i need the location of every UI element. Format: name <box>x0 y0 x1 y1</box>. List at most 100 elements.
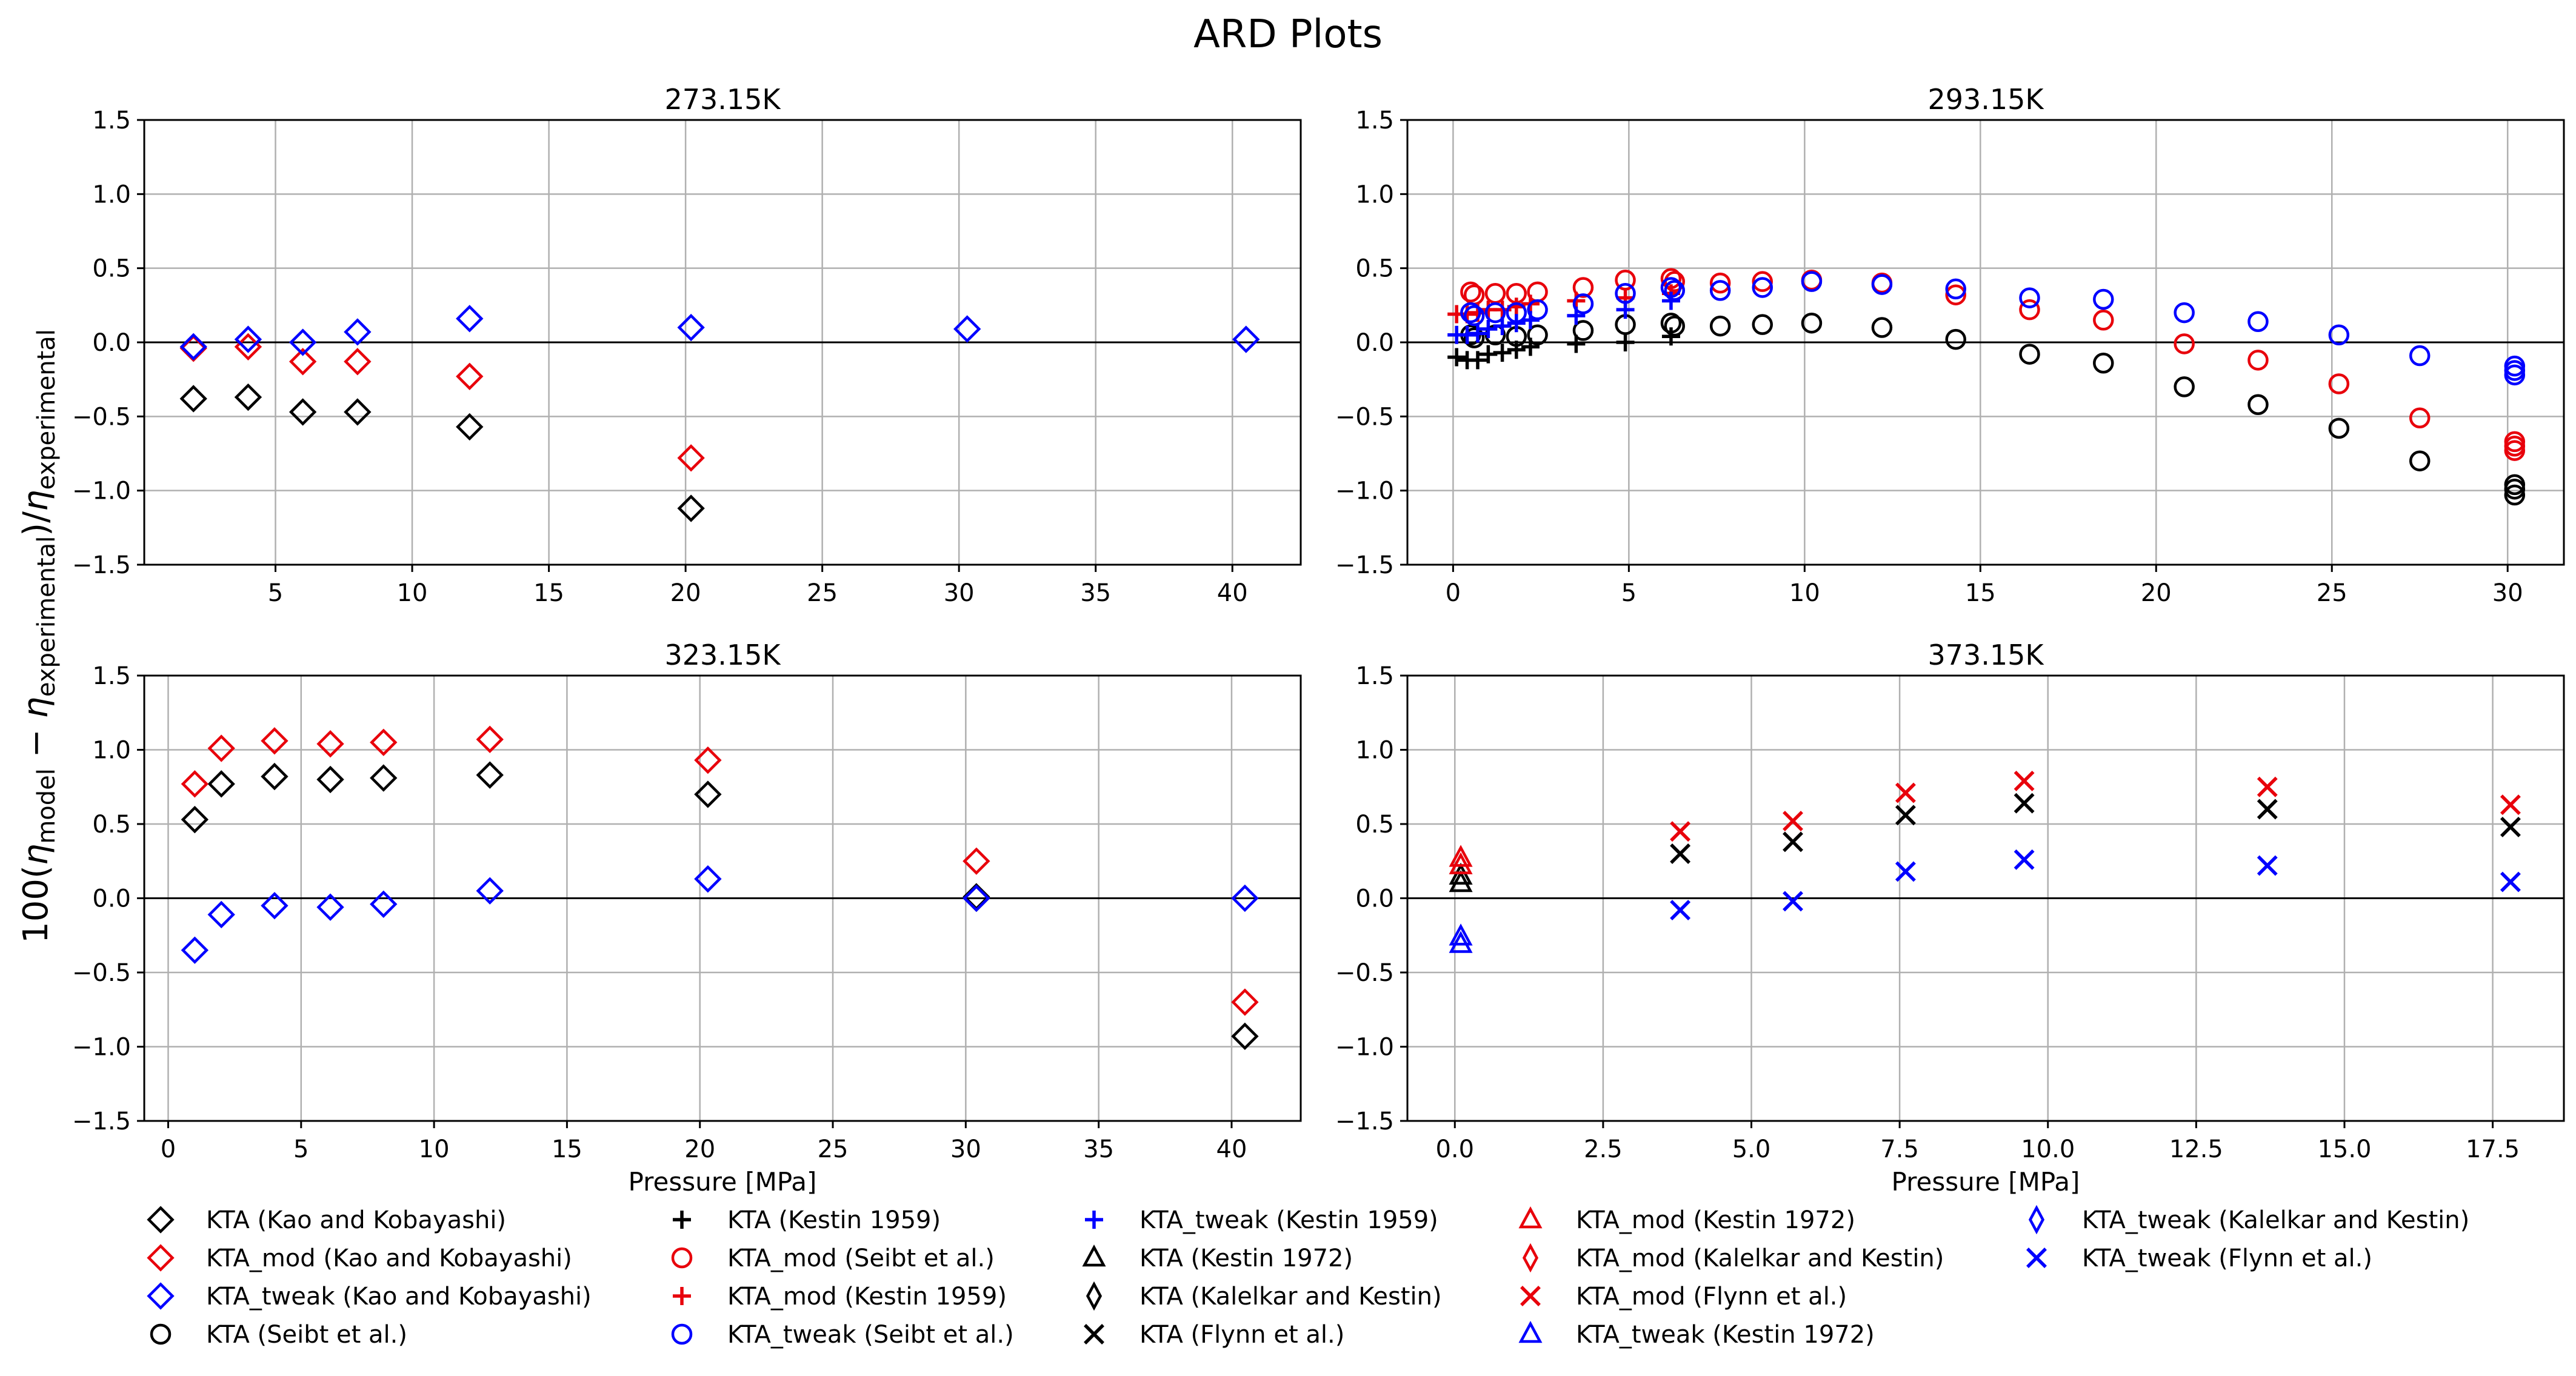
data-point <box>1463 305 1485 327</box>
data-point <box>2014 771 2035 791</box>
y-tick-label: 0.5 <box>92 811 131 839</box>
legend-label: KTA_mod (Kalelkar and Kestin) <box>1576 1245 1944 1272</box>
legend-marker <box>147 1244 175 1272</box>
series-5 <box>1447 291 1680 344</box>
data-point <box>1484 283 1506 304</box>
data-point <box>316 893 344 921</box>
data-point <box>344 398 372 426</box>
y-tick-label: 0.5 <box>1355 255 1394 283</box>
data-point <box>1521 311 1540 330</box>
series-0 <box>179 383 705 522</box>
y-tick-label: 0.0 <box>1355 329 1394 357</box>
subplot-title: 323.15K <box>664 639 781 671</box>
data-point <box>289 328 317 356</box>
legend-label: KTA_mod (Seibt et al.) <box>727 1245 995 1272</box>
legend-label: KTA_tweak (Kao and Kobayashi) <box>206 1283 592 1311</box>
subplot-3: 0 5 10 15 20 25 30 35 40 −1.5 −1.0 −0.5 0.0 0.5 1.0 1.5… <box>72 639 1302 1197</box>
subplot-1: 5 10 15 20 25 30 35 40 −1.5 −1.0 −0.5 0.0 0.5 1.0 1.5 2… <box>72 83 1302 607</box>
subplot-title: 293.15K <box>1927 83 2044 116</box>
legend-label: KTA_mod (Kestin 1959) <box>727 1283 1007 1311</box>
subplot-4: 0.0 2.5 5.0 7.5 10.0 12.5 15.0 17.5 −1.5 −1.0 −0.5… <box>1335 639 2565 1197</box>
data-point <box>963 883 990 911</box>
data-point <box>1661 327 1680 346</box>
y-tick-label: 1.5 <box>92 662 131 690</box>
y-tick-label: −1.5 <box>1335 551 1394 579</box>
x-tick-label: 25 <box>807 579 838 607</box>
legend-marker <box>1084 1324 1104 1344</box>
data-point <box>1449 870 1473 892</box>
legend-entry: KTA_mod (Flynn et al.) <box>1520 1283 1847 1311</box>
data-point <box>2328 373 2350 394</box>
data-point <box>261 727 289 755</box>
data-point <box>2409 450 2431 471</box>
series-0 <box>1449 862 1473 892</box>
legend-entry: KTA (Seibt et al.) <box>150 1321 407 1349</box>
data-point <box>1460 281 1481 303</box>
data-point <box>1616 333 1635 351</box>
data-point <box>2328 417 2350 439</box>
data-point <box>234 333 262 361</box>
data-point <box>1752 271 1773 292</box>
legend-label: KTA (Flynn et al.) <box>1140 1321 1344 1349</box>
data-point <box>1752 314 1773 335</box>
data-point <box>1484 302 1506 324</box>
y-tick-label: 1.5 <box>1355 107 1394 135</box>
y-tick-label: 0.0 <box>1355 885 1394 913</box>
legend-entry: KTA_tweak (Kao and Kobayashi) <box>147 1282 592 1311</box>
x-tick-label: 5 <box>268 579 283 607</box>
data-point <box>207 734 235 762</box>
data-point <box>1945 284 1966 305</box>
x-tick-label: 35 <box>1083 1135 1114 1163</box>
legend-label: KTA (Kestin 1959) <box>727 1206 941 1234</box>
data-point <box>677 444 705 472</box>
series-1 <box>181 725 1259 1016</box>
series-2 <box>181 865 1259 964</box>
y-tick-label: 1.0 <box>1355 181 1394 208</box>
data-point <box>1709 315 1731 337</box>
data-point <box>1567 334 1586 353</box>
data-point <box>1801 312 1823 334</box>
data-point <box>289 348 317 376</box>
data-point <box>1231 884 1259 912</box>
x-tick-label: 15 <box>533 579 564 607</box>
data-point <box>289 398 317 426</box>
x-tick-label: 25 <box>818 1135 849 1163</box>
data-point <box>2019 299 2040 321</box>
legend-entry: KTA_tweak (Flynn et al.) <box>2026 1245 2372 1272</box>
data-point <box>2504 440 2526 461</box>
subplot-title: 373.15K <box>1927 639 2044 671</box>
legend-marker <box>1085 1211 1103 1229</box>
data-point <box>1449 923 1473 946</box>
x-tick-label: 5.0 <box>1732 1135 1771 1163</box>
x-tick-label: 2.5 <box>1584 1135 1623 1163</box>
x-tick-label: 17.5 <box>2466 1135 2520 1163</box>
data-point <box>1449 931 1473 953</box>
data-point <box>1783 891 1803 912</box>
data-point <box>1801 271 1823 292</box>
x-tick-label: 15 <box>1965 579 1996 607</box>
legend-entry: KTA (Flynn et al.) <box>1084 1321 1344 1349</box>
data-point <box>2174 376 2195 397</box>
series-1 <box>179 333 705 472</box>
series-1 <box>1449 845 1473 874</box>
series-2 <box>179 305 1260 361</box>
data-point <box>179 333 207 361</box>
legend-entry: KTA_mod (Kalelkar and Kestin) <box>1522 1243 1944 1273</box>
y-tick-label: −0.5 <box>72 403 131 431</box>
data-point <box>1468 351 1487 370</box>
data-point <box>677 313 705 342</box>
data-point <box>261 892 289 920</box>
legend-label: KTA_mod (Kao and Kobayashi) <box>206 1245 572 1272</box>
series-2 <box>1449 923 1473 953</box>
data-point <box>1521 337 1540 356</box>
data-point <box>1567 306 1586 325</box>
data-point <box>2504 484 2526 506</box>
data-point <box>694 780 722 808</box>
data-point <box>2500 816 2521 837</box>
y-tick-label: −1.0 <box>1335 1034 1394 1062</box>
subplot-2: 0 5 10 15 20 25 30 −1.5 −1.0 −0.5 0.0 0.5 1.0 1.5 293.… <box>1335 83 2565 607</box>
x-tick-label: 5 <box>1621 579 1637 607</box>
legend-label: KTA_tweak (Kestin 1972) <box>1576 1321 1875 1349</box>
y-tick-label: 0.5 <box>92 255 131 283</box>
data-point <box>1752 277 1773 298</box>
